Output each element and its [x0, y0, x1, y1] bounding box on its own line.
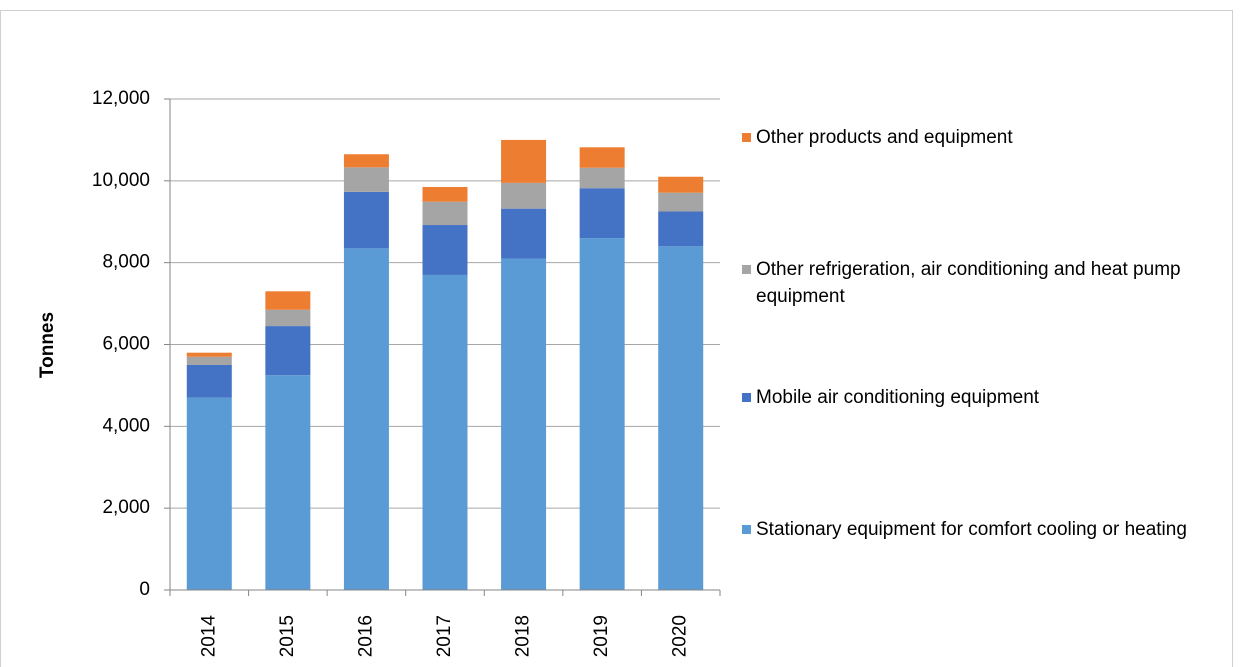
- bar-segment: [343, 167, 389, 192]
- bar-segment: [422, 186, 468, 202]
- bar-segment: [658, 211, 704, 247]
- legend-item: Mobile air conditioning equipment: [742, 384, 1222, 411]
- y-tick-label: 2,000: [102, 497, 150, 518]
- bar-segment: [186, 364, 232, 398]
- x-tick-label: 2016: [355, 615, 376, 657]
- legend-item: Other refrigeration, air conditioning an…: [742, 256, 1222, 310]
- bar-segment: [265, 326, 311, 376]
- bar-segment: [501, 208, 547, 259]
- bar-segment: [343, 154, 389, 168]
- bar-segment: [579, 147, 625, 168]
- bar-segment: [658, 192, 704, 212]
- bar-segment: [186, 356, 232, 365]
- legend-swatch: [742, 265, 751, 274]
- x-tick-label: 2018: [513, 615, 534, 657]
- legend-label: Other refrigeration, air conditioning an…: [756, 259, 1181, 307]
- bar-segment: [186, 352, 232, 357]
- bar-segment: [501, 258, 547, 590]
- bar-segment: [186, 397, 232, 590]
- bar-segment: [265, 309, 311, 327]
- x-tick-label: 2020: [670, 615, 691, 657]
- y-axis-title: Tonnes: [37, 312, 58, 378]
- bar-segment: [658, 246, 704, 591]
- y-tick-label: 0: [139, 579, 150, 600]
- y-tick-label: 6,000: [102, 334, 150, 355]
- y-tick-label: 4,000: [102, 415, 150, 436]
- bar-segment: [579, 167, 625, 189]
- bar-segment: [579, 188, 625, 239]
- x-tick-label: 2014: [198, 615, 219, 658]
- bar-segment: [343, 248, 389, 591]
- bar-segment: [501, 139, 547, 183]
- legend-item: Other products and equipment: [742, 124, 1222, 151]
- y-tick-label: 12,000: [92, 88, 150, 109]
- bar-segment: [422, 225, 468, 275]
- bar-segment: [658, 176, 704, 193]
- legend-swatch: [742, 393, 751, 402]
- x-tick-label: 2019: [591, 615, 612, 657]
- frame: [0, 10, 1233, 667]
- bar-segment: [422, 274, 468, 590]
- legend-label: Stationary equipment for comfort cooling…: [756, 519, 1187, 540]
- bar-segment: [265, 291, 311, 310]
- legend-label: Mobile air conditioning equipment: [756, 387, 1040, 408]
- bar-segment: [343, 191, 389, 249]
- legend-swatch: [742, 133, 751, 142]
- legend-item: Stationary equipment for comfort cooling…: [742, 516, 1222, 543]
- bar-segment: [265, 375, 311, 590]
- bar-segment: [501, 182, 547, 209]
- bar-segment: [422, 201, 468, 226]
- legend-swatch: [742, 525, 751, 534]
- legend-label: Other products and equipment: [756, 127, 1013, 148]
- bar-segment: [579, 238, 625, 590]
- x-tick-label: 2015: [277, 615, 298, 657]
- y-tick-label: 10,000: [92, 170, 150, 191]
- x-tick-label: 2017: [434, 615, 455, 657]
- y-tick-label: 8,000: [102, 252, 150, 273]
